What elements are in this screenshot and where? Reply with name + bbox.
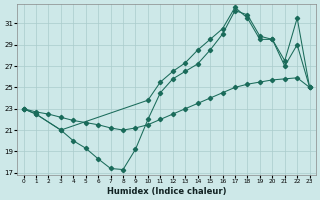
X-axis label: Humidex (Indice chaleur): Humidex (Indice chaleur) <box>107 187 226 196</box>
